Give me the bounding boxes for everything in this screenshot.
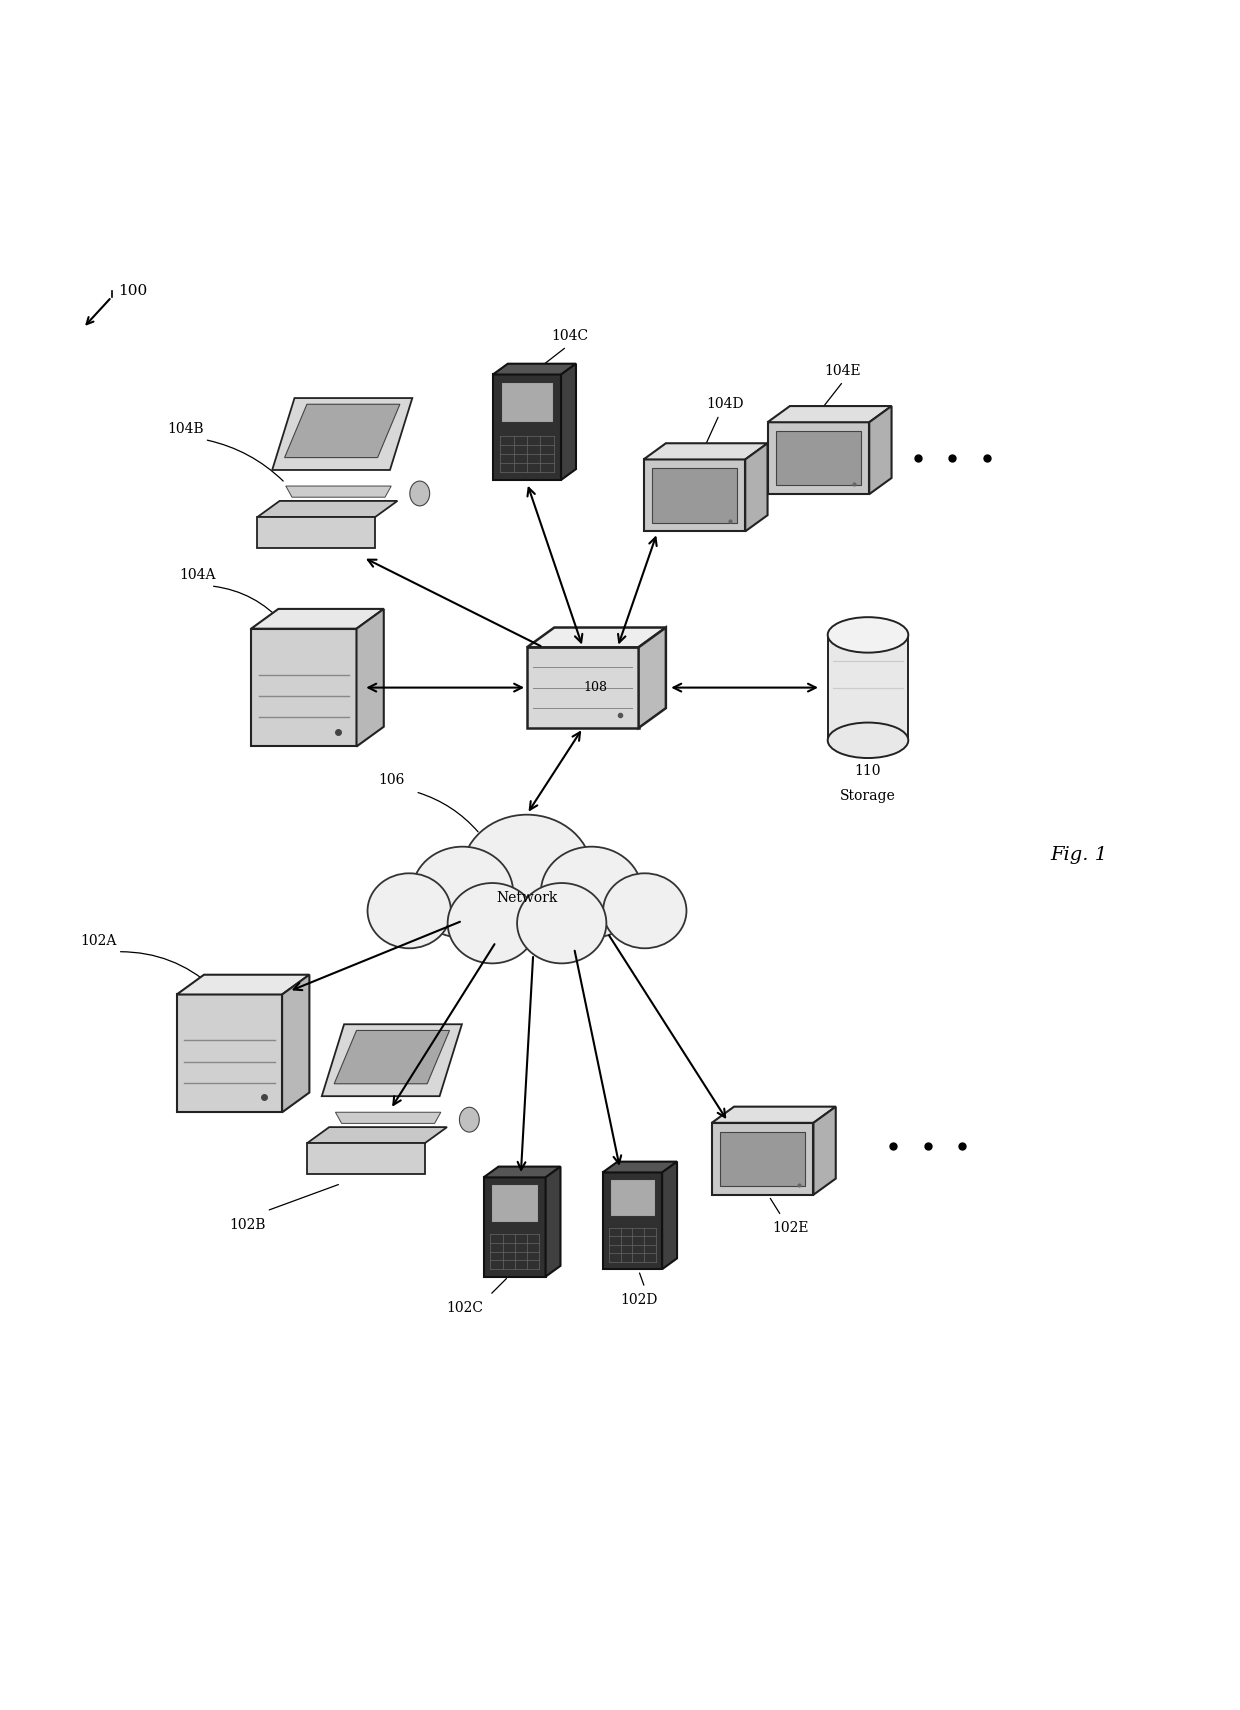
Ellipse shape	[448, 882, 537, 963]
Polygon shape	[285, 404, 399, 458]
Polygon shape	[492, 364, 575, 374]
Text: 104E: 104E	[825, 364, 862, 378]
Ellipse shape	[367, 874, 451, 949]
Polygon shape	[176, 975, 310, 995]
Bar	[720, 1132, 805, 1187]
Ellipse shape	[828, 723, 908, 758]
Text: 102E: 102E	[773, 1221, 808, 1235]
Bar	[491, 1185, 538, 1223]
Polygon shape	[768, 405, 892, 422]
Text: 104C: 104C	[552, 328, 589, 344]
Ellipse shape	[412, 846, 513, 937]
Polygon shape	[560, 364, 575, 481]
Text: 110: 110	[854, 764, 882, 778]
Polygon shape	[546, 1166, 560, 1277]
Bar	[652, 469, 737, 523]
Polygon shape	[176, 995, 283, 1112]
Text: 102C: 102C	[446, 1301, 484, 1315]
Polygon shape	[527, 648, 639, 728]
Polygon shape	[335, 1112, 441, 1123]
Polygon shape	[603, 1173, 662, 1269]
Ellipse shape	[409, 481, 430, 506]
Text: 104A: 104A	[180, 568, 216, 581]
Ellipse shape	[461, 814, 593, 932]
Bar	[776, 431, 861, 486]
Polygon shape	[250, 609, 384, 629]
Text: 106: 106	[378, 773, 404, 787]
Text: Network: Network	[496, 891, 558, 905]
Polygon shape	[258, 501, 397, 516]
Ellipse shape	[828, 617, 908, 653]
Polygon shape	[484, 1178, 546, 1277]
Text: 108: 108	[583, 681, 608, 694]
Text: 104D: 104D	[707, 397, 744, 410]
Polygon shape	[768, 422, 869, 494]
Polygon shape	[869, 405, 892, 494]
Polygon shape	[745, 443, 768, 532]
Polygon shape	[492, 374, 560, 481]
Bar	[501, 381, 553, 422]
Text: 102D: 102D	[620, 1293, 657, 1306]
Bar	[610, 1180, 655, 1216]
Polygon shape	[273, 398, 412, 470]
Polygon shape	[639, 628, 666, 728]
Text: 100: 100	[118, 284, 148, 298]
Polygon shape	[644, 460, 745, 532]
Polygon shape	[285, 486, 392, 498]
Text: Storage: Storage	[841, 790, 895, 804]
Ellipse shape	[517, 882, 606, 963]
Polygon shape	[662, 1161, 677, 1269]
Polygon shape	[322, 1024, 461, 1096]
Polygon shape	[335, 1031, 449, 1084]
Bar	[828, 634, 908, 740]
Polygon shape	[250, 629, 357, 747]
Text: 102B: 102B	[229, 1218, 265, 1233]
Polygon shape	[306, 1144, 424, 1175]
Polygon shape	[357, 609, 384, 747]
Text: 104B: 104B	[167, 422, 205, 436]
Ellipse shape	[459, 1108, 480, 1132]
Polygon shape	[712, 1123, 813, 1195]
Text: 102A: 102A	[81, 934, 117, 947]
Polygon shape	[283, 975, 310, 1112]
Polygon shape	[306, 1127, 446, 1144]
Polygon shape	[712, 1106, 836, 1123]
Polygon shape	[644, 443, 768, 460]
Polygon shape	[258, 516, 374, 549]
Polygon shape	[813, 1106, 836, 1195]
Polygon shape	[603, 1161, 677, 1173]
Ellipse shape	[603, 874, 687, 949]
Polygon shape	[527, 628, 666, 648]
Text: Fig. 1: Fig. 1	[1050, 846, 1107, 864]
Polygon shape	[484, 1166, 560, 1178]
Ellipse shape	[541, 846, 642, 937]
